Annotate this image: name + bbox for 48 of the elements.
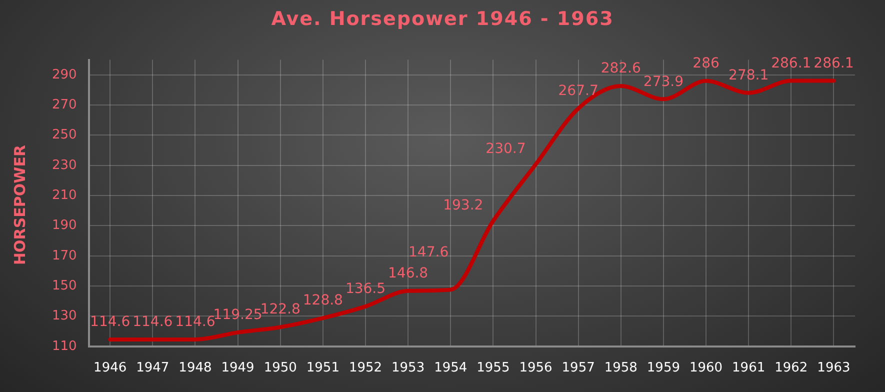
x-tick-label: 1950 bbox=[264, 360, 297, 376]
data-label: 147.6 bbox=[408, 244, 449, 260]
data-label: 136.5 bbox=[345, 281, 386, 298]
data-label: 193.2 bbox=[443, 198, 484, 214]
data-label: 128.8 bbox=[302, 292, 343, 309]
x-tick-label: 1956 bbox=[519, 360, 552, 376]
chart-title: Ave. Horsepower 1946 - 1963 bbox=[270, 8, 615, 30]
y-tick-label: 150 bbox=[52, 278, 77, 294]
y-tick-label: 230 bbox=[52, 158, 77, 173]
data-label: 146.8 bbox=[388, 266, 428, 282]
y-tick-label: 290 bbox=[52, 67, 77, 82]
data-label: 230.7 bbox=[486, 140, 526, 157]
data-label: 286.1 bbox=[814, 55, 854, 72]
y-tick-label: 270 bbox=[52, 97, 77, 112]
data-label: 119.25 bbox=[213, 307, 262, 324]
x-tick-label: 1959 bbox=[646, 360, 680, 376]
data-label: 114.6 bbox=[132, 314, 173, 330]
x-tick-label: 1946 bbox=[94, 360, 127, 376]
y-tick-label: 130 bbox=[52, 308, 77, 324]
data-label: 273.9 bbox=[643, 74, 684, 90]
x-tick-label: 1960 bbox=[689, 360, 723, 376]
x-tick-label: 1949 bbox=[221, 360, 254, 376]
data-label: 278.1 bbox=[728, 67, 769, 84]
x-tick-label: 1962 bbox=[774, 360, 808, 376]
x-tick-label: 1954 bbox=[434, 360, 468, 376]
x-tick-label: 1963 bbox=[817, 360, 850, 376]
x-tick-label: 1955 bbox=[476, 360, 510, 376]
data-label: 282.6 bbox=[600, 60, 642, 77]
y-tick-label: 250 bbox=[52, 128, 77, 143]
y-tick-label: 190 bbox=[52, 218, 77, 234]
y-tick-label: 210 bbox=[52, 188, 77, 203]
y-axis-title: HORSEPOWER bbox=[11, 145, 29, 265]
data-label: 114.6 bbox=[90, 314, 130, 330]
data-label: 122.8 bbox=[260, 302, 300, 318]
x-tick-label: 1951 bbox=[306, 360, 340, 376]
x-tick-label: 1957 bbox=[562, 360, 595, 376]
x-tick-label: 1961 bbox=[732, 360, 766, 376]
y-tick-label: 170 bbox=[52, 248, 77, 264]
y-tick-label: 110 bbox=[52, 338, 77, 354]
data-label: 286.1 bbox=[771, 55, 812, 72]
x-tick-label: 1948 bbox=[178, 360, 212, 376]
data-label: 286 bbox=[692, 56, 720, 72]
data-label: 267.7 bbox=[558, 83, 598, 100]
data-label: 114.6 bbox=[175, 314, 216, 330]
x-tick-label: 1947 bbox=[136, 360, 170, 376]
x-tick-label: 1958 bbox=[604, 360, 638, 376]
x-tick-label: 1953 bbox=[392, 360, 425, 376]
x-tick-label: 1952 bbox=[348, 360, 382, 376]
